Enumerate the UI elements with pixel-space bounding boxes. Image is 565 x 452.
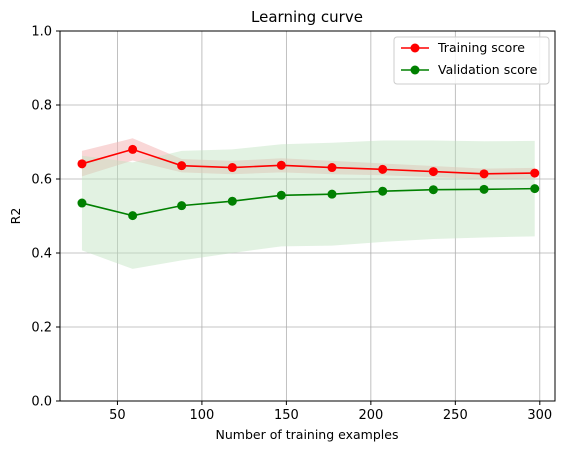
- x-axis-label: Number of training examples: [216, 427, 399, 442]
- validation-score-point: [227, 196, 237, 206]
- validation-score-point: [128, 211, 138, 221]
- plot-frame: [59, 30, 556, 402]
- validation-score-point: [479, 184, 489, 194]
- training-score-point: [276, 160, 286, 170]
- training-score-point: [128, 144, 138, 154]
- series-lines: [81, 148, 535, 217]
- validation-score-line: [81, 187, 535, 217]
- training-confidence-band: [81, 138, 535, 179]
- validation-score-point: [327, 189, 337, 199]
- legend-label-training: Training score: [437, 40, 525, 55]
- validation-score-point: [177, 201, 187, 211]
- x-tick-label: 50: [109, 408, 126, 423]
- legend-box: [393, 36, 550, 85]
- validation-confidence-band: [81, 140, 535, 269]
- y-tick-label: 0.8: [31, 99, 52, 114]
- validation-score-point: [276, 190, 286, 200]
- legend-marker-training: [410, 43, 420, 53]
- training-score-point: [479, 169, 489, 179]
- y-tick-label: 0.6: [31, 173, 52, 188]
- training-score-point: [428, 167, 438, 177]
- series-points: [77, 144, 540, 221]
- y-tick-label: 0.2: [31, 321, 52, 336]
- chart-title: Learning curve: [251, 8, 363, 26]
- legend-marker-validation: [410, 65, 420, 75]
- x-tick-label: 100: [189, 408, 214, 423]
- validation-score-point: [530, 184, 540, 194]
- validation-score-point: [428, 185, 438, 195]
- training-score-point: [227, 163, 237, 173]
- axis-ticks: 50 100 150 200 250 300 0.0 0.2 0.4 0.6 0.8 1.0: [31, 25, 552, 424]
- y-tick-label: 1.0: [31, 25, 52, 40]
- legend-label-validation: Validation score: [438, 62, 538, 77]
- validation-score-point: [77, 198, 87, 208]
- x-tick-label: 300: [527, 408, 552, 423]
- training-score-point: [77, 159, 87, 169]
- validation-score-point: [378, 186, 388, 196]
- training-score-point: [378, 164, 388, 174]
- training-score-point: [530, 168, 540, 178]
- confidence-bands: [81, 138, 535, 269]
- training-score-line: [81, 148, 535, 175]
- y-axis-label: R2: [8, 208, 23, 225]
- y-tick-label: 0.4: [31, 247, 52, 262]
- x-tick-label: 200: [358, 408, 383, 423]
- y-tick-label: 0.0: [31, 395, 52, 410]
- x-tick-label: 150: [274, 408, 299, 423]
- legend: Training score Validation score: [393, 36, 550, 85]
- training-score-point: [327, 163, 337, 173]
- x-tick-label: 250: [443, 408, 468, 423]
- training-score-point: [177, 161, 187, 171]
